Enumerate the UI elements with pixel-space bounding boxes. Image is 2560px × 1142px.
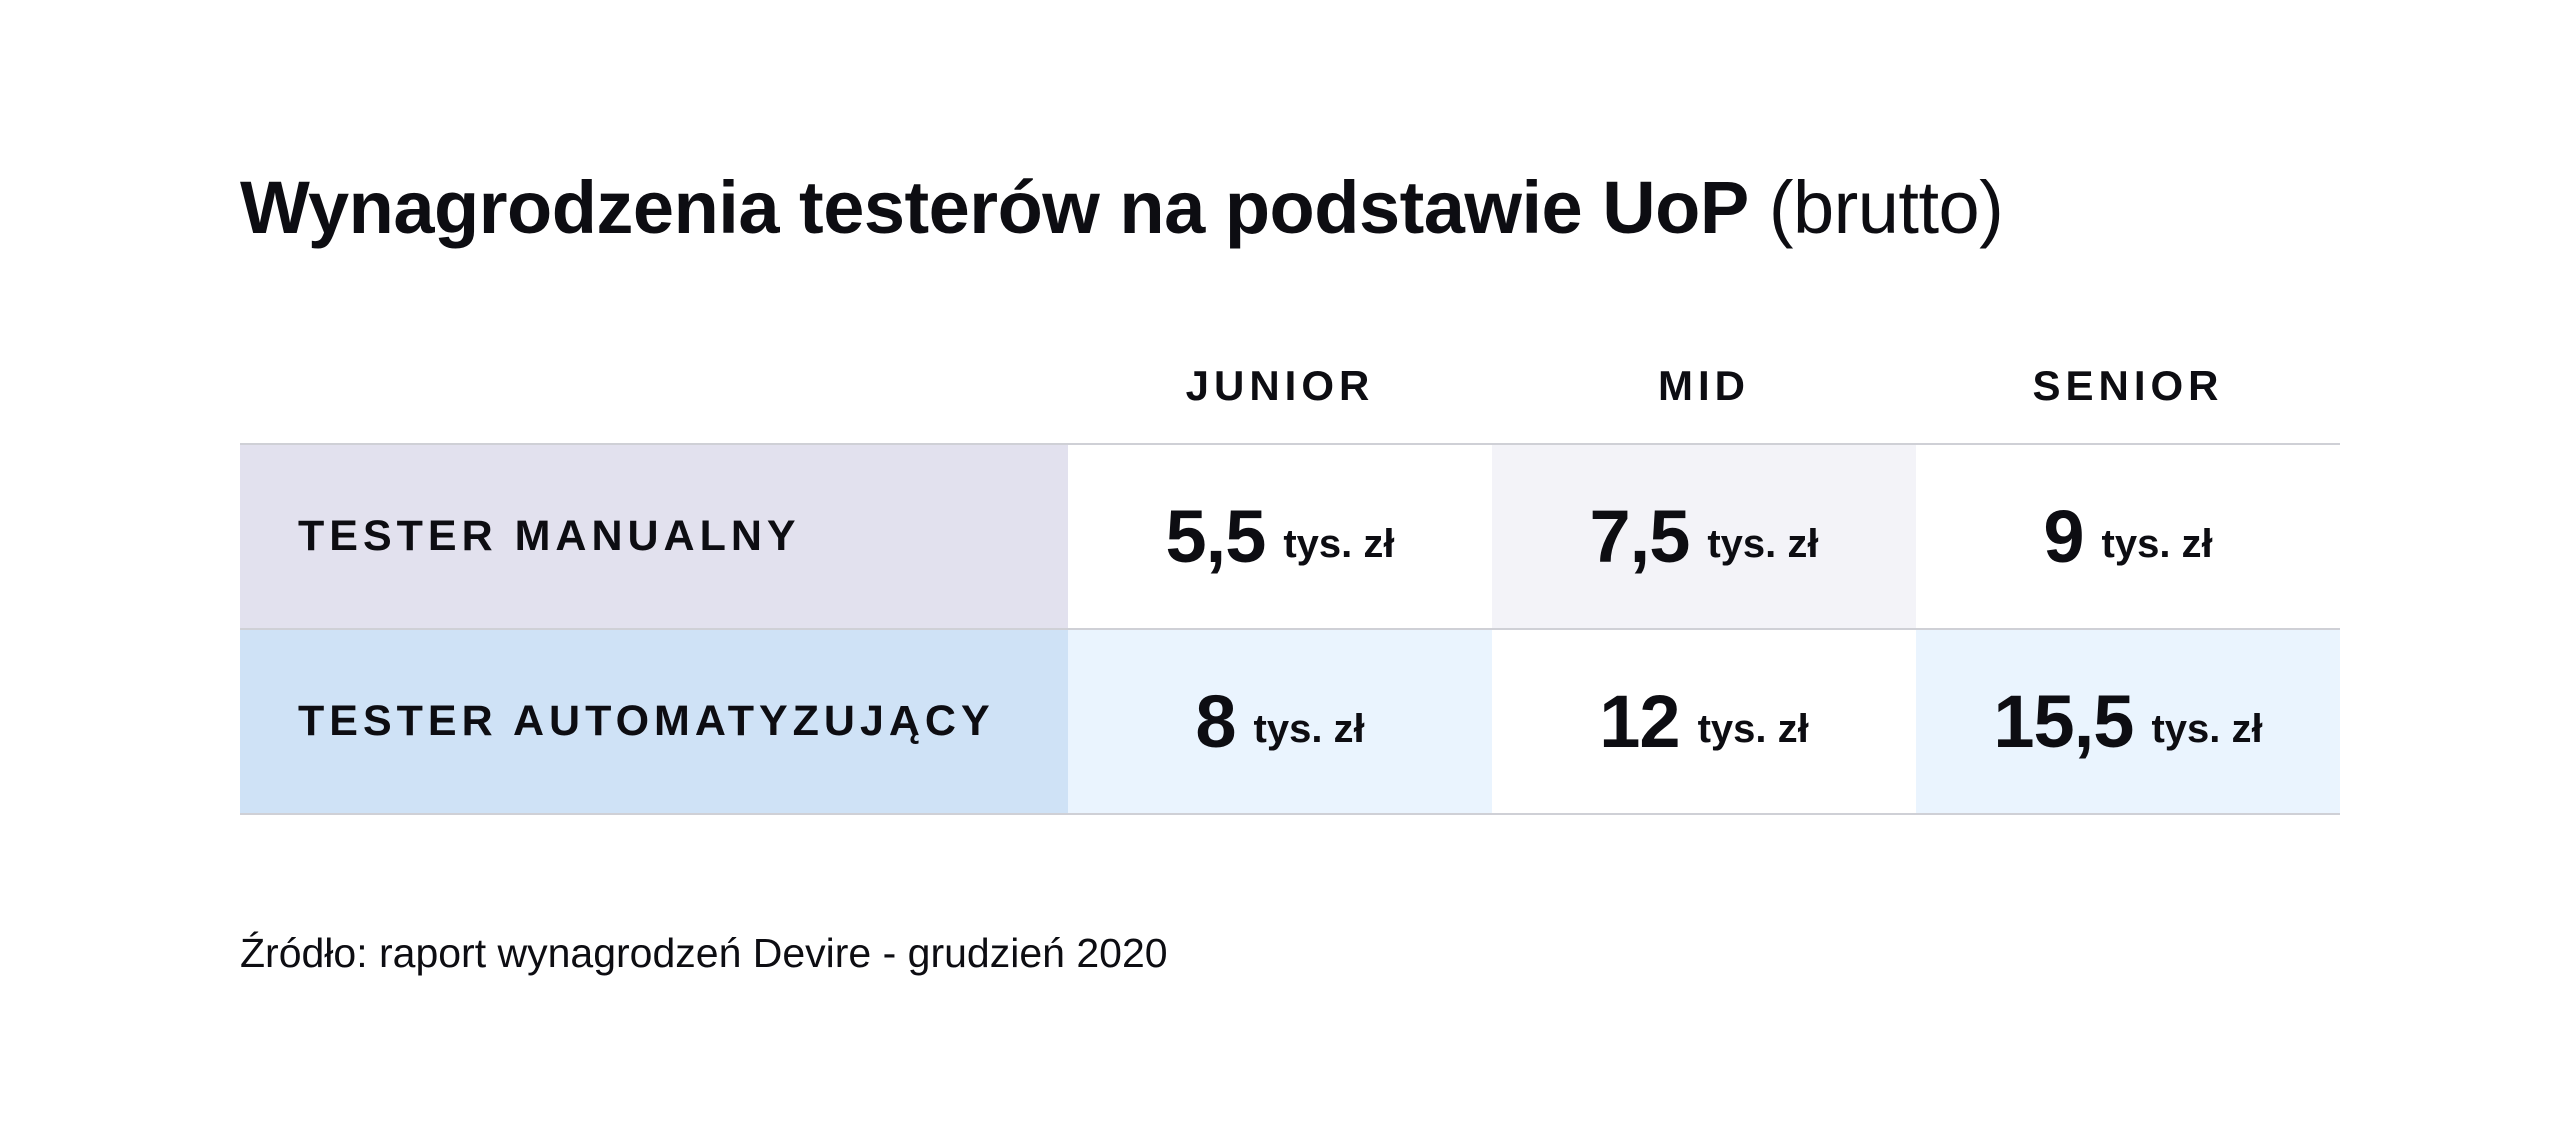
unit-label: tys. zł — [1697, 707, 1809, 751]
unit-label: tys. zł — [1283, 522, 1395, 566]
cell-manual-mid: 7,5 tys. zł — [1492, 445, 1916, 628]
cell-automation-senior: 15,5 tys. zł — [1916, 630, 2340, 813]
cell-manual-junior: 5,5 tys. zł — [1068, 445, 1492, 628]
cell-manual-senior: 9 tys. zł — [1916, 445, 2340, 628]
row-label-manual: TESTER MANUALNY — [240, 445, 1068, 628]
chart-title: Wynagrodzenia testerów na podstawie UoP … — [240, 158, 2004, 258]
unit-label: tys. zł — [1707, 522, 1819, 566]
unit-label: tys. zł — [2101, 522, 2213, 566]
column-header-mid: MID — [1658, 361, 1750, 409]
value-automation-junior: 8 — [1195, 680, 1236, 763]
column-header-junior: JUNIOR — [1185, 361, 1375, 409]
unit-label: tys. zł — [1253, 707, 1365, 751]
cell-automation-junior: 8 tys. zł — [1068, 630, 1492, 813]
value-manual-junior: 5,5 — [1165, 495, 1266, 578]
cell-automation-mid: 12 tys. zł — [1492, 630, 1916, 813]
value-manual-senior: 9 — [2043, 495, 2084, 578]
title-subtitle: (brutto) — [1768, 166, 2004, 249]
row-label-automation: TESTER AUTOMATYZUJĄCY — [240, 630, 1068, 813]
unit-label: tys. zł — [2151, 707, 2263, 751]
title-main: Wynagrodzenia testerów na podstawie UoP — [240, 166, 1749, 249]
header-row: JUNIOR MID SENIOR — [240, 328, 2340, 443]
salary-table: JUNIOR MID SENIOR TESTER MANUALNY 5,5 ty… — [240, 328, 2340, 815]
value-automation-senior: 15,5 — [1993, 680, 2134, 763]
row-tester-automatyzujacy: TESTER AUTOMATYZUJĄCY 8 tys. zł 12 tys. … — [240, 628, 2340, 815]
source-note: Źródło: raport wynagrodzeń Devire - grud… — [240, 930, 1168, 976]
value-manual-mid: 7,5 — [1589, 495, 1690, 578]
column-header-senior: SENIOR — [2032, 361, 2224, 409]
row-tester-manualny: TESTER MANUALNY 5,5 tys. zł 7,5 tys. zł … — [240, 443, 2340, 628]
value-automation-mid: 12 — [1599, 680, 1680, 763]
